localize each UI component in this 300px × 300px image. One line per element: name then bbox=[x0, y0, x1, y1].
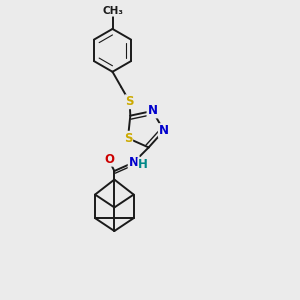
Text: H: H bbox=[138, 158, 148, 171]
Text: S: S bbox=[125, 95, 134, 108]
Text: N: N bbox=[148, 104, 158, 118]
Text: CH₃: CH₃ bbox=[102, 6, 123, 16]
Text: S: S bbox=[124, 132, 132, 145]
Text: N: N bbox=[129, 156, 139, 169]
Text: O: O bbox=[104, 153, 114, 166]
Text: N: N bbox=[159, 124, 169, 137]
